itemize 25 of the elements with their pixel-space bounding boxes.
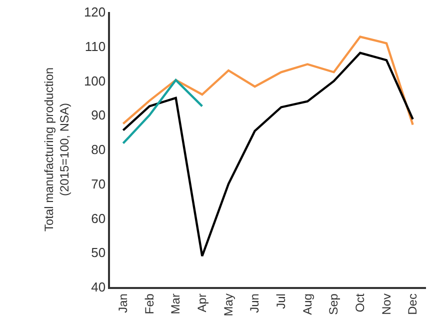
x-tick-label: Apr	[195, 294, 210, 312]
x-tick-label: Jul	[274, 294, 288, 309]
y-tick-label: 100	[84, 73, 106, 88]
x-tick-label: Jun	[248, 294, 262, 313]
line-series	[122, 52, 414, 258]
y-tick-label: 110	[84, 38, 106, 54]
line-series	[122, 78, 204, 144]
x-tick-label: Oct	[353, 292, 368, 312]
x-tick-label: Sep	[326, 293, 341, 315]
y-axis-title: Total manufacturing production (2015=100, NSA)	[42, 67, 72, 232]
line-series	[122, 36, 414, 126]
y-tick-label: 60	[91, 210, 106, 226]
x-tick-label: Aug	[300, 294, 314, 315]
y-tick-label: 40	[91, 280, 106, 295]
y-tick-label: 120	[84, 4, 106, 20]
y-tick-label: 70	[91, 176, 106, 192]
x-tick-label: May	[221, 294, 236, 316]
y-tick-label: 80	[91, 142, 106, 158]
x-tick-label: Nov	[379, 294, 394, 315]
x-tick-label: Feb	[142, 293, 156, 314]
x-tick-label: Mar	[168, 294, 183, 314]
y-tick-label: 50	[91, 245, 106, 260]
x-tick-label: Jan	[116, 294, 130, 313]
y-tick-label: 90	[91, 108, 106, 123]
x-tick-label: Dec	[406, 294, 420, 315]
